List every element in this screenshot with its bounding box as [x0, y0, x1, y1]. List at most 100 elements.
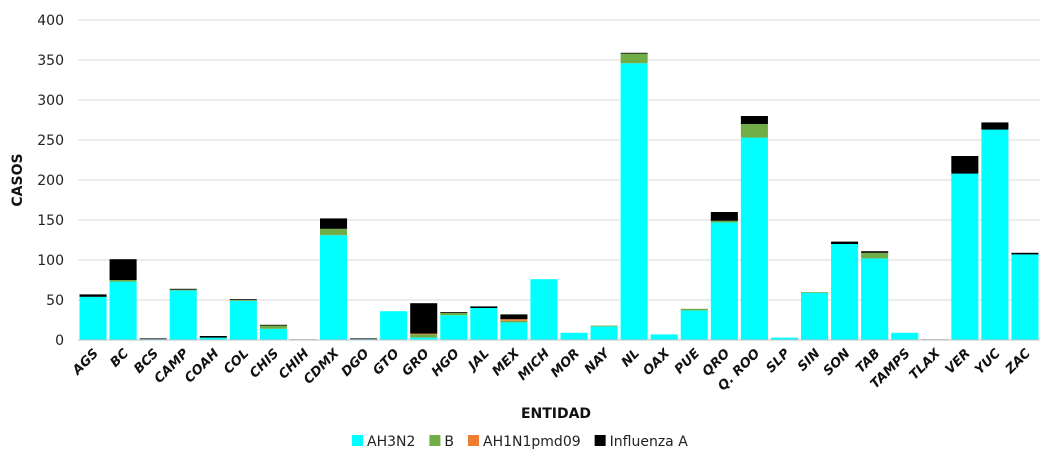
bar-segment — [861, 252, 889, 259]
x-tick-label: ZAC — [1002, 346, 1034, 378]
bar-segment — [861, 258, 889, 340]
bars — [79, 52, 1039, 340]
bar-segment — [440, 312, 468, 313]
bar-segment — [410, 334, 438, 338]
bar-segment — [500, 319, 528, 321]
x-tick-label: SIN — [795, 346, 823, 374]
bar-segment — [801, 292, 829, 340]
x-tick-label: MICH — [515, 346, 553, 384]
bar-segment — [620, 52, 648, 54]
y-tick-label: 0 — [55, 333, 64, 349]
x-tick-label: BC — [108, 346, 133, 371]
x-tick-label: GTO — [370, 346, 402, 378]
x-tick-label: YUC — [972, 346, 1004, 378]
bar-segment — [169, 289, 197, 291]
bar-segment — [951, 156, 979, 174]
bar-segment — [109, 280, 137, 282]
legend-label: Influenza A — [610, 434, 689, 450]
x-tick-label: NAY — [582, 345, 614, 377]
bar-segment — [1011, 254, 1039, 340]
bar-segment — [229, 300, 257, 340]
y-tick-label: 100 — [37, 253, 64, 269]
bar-segment — [831, 244, 859, 340]
bar-segment — [259, 328, 287, 340]
bar-segment — [410, 303, 438, 334]
bar-segment — [109, 281, 137, 340]
bar-segment — [981, 122, 1009, 130]
bar-segment — [259, 325, 287, 329]
bar-segment — [259, 324, 287, 326]
x-tick-label: AGS — [69, 346, 102, 379]
y-tick-label: 400 — [37, 13, 64, 29]
bar-segment — [861, 251, 889, 253]
bar-segment — [79, 294, 107, 297]
x-tick-label: COL — [221, 346, 252, 377]
legend: AH3N2 B AH1N1pmd09 Influenza A — [352, 434, 688, 450]
legend-label: B — [444, 434, 454, 450]
bar-segment — [770, 337, 798, 340]
gridlines — [78, 19, 1040, 301]
bar-segment — [169, 288, 197, 290]
x-tick-label: CDMX — [301, 346, 343, 388]
bar-segment — [740, 137, 768, 340]
bar-segment — [320, 218, 348, 229]
bar-segment — [470, 308, 498, 340]
y-tick-label: 350 — [37, 53, 64, 69]
x-tick-label: VER — [943, 346, 974, 377]
bar-segment — [650, 334, 678, 340]
x-tick-label: GRO — [400, 346, 433, 379]
bar-segment — [620, 53, 648, 64]
bar-segment — [350, 338, 378, 340]
bar-segment — [951, 173, 979, 340]
legend-swatch — [594, 435, 606, 446]
x-tick-label: MOR — [548, 346, 583, 381]
x-tick-label: JAL — [464, 346, 493, 375]
bar-segment — [710, 222, 738, 340]
x-tick-label: TLAX — [907, 346, 945, 384]
bar-segment — [109, 259, 137, 280]
bar-segment — [500, 322, 528, 340]
bar-segment — [410, 337, 438, 340]
bar-segment — [440, 315, 468, 340]
bar-segment — [530, 279, 558, 340]
bar-segment — [831, 241, 859, 244]
bar-segment — [410, 333, 438, 335]
bar-segment — [470, 306, 498, 308]
bar-segment — [79, 296, 107, 340]
y-tick-label: 200 — [37, 173, 64, 189]
legend-label: AH3N2 — [367, 434, 415, 450]
bar-segment — [440, 312, 468, 316]
bar-segment — [380, 311, 408, 340]
legend-label: AH1N1pmd09 — [483, 434, 581, 450]
legend-swatch — [468, 435, 480, 446]
x-axis-title: ENTIDAD — [521, 406, 591, 422]
bar-segment — [680, 308, 708, 311]
bar-segment — [560, 332, 588, 340]
legend-swatch — [429, 435, 441, 446]
y-tick-label: 50 — [46, 293, 64, 309]
bar-segment — [500, 314, 528, 320]
bar-segment — [229, 299, 257, 300]
bar-segment — [139, 338, 167, 340]
bar-segment — [320, 228, 348, 236]
bar-segment — [169, 290, 197, 340]
legend-swatch — [352, 435, 363, 446]
x-tick-label: SON — [821, 346, 854, 379]
bar-segment — [199, 336, 227, 338]
x-tick-label: NL — [619, 346, 643, 370]
y-axis-ticks: 0 50 100 150 200 250 300 350 400 — [37, 13, 64, 349]
y-axis-title: CASOS — [10, 153, 26, 206]
bar-segment — [710, 220, 738, 223]
bar-segment — [590, 325, 618, 327]
x-tick-label: HGO — [429, 346, 463, 380]
bar-segment — [680, 310, 708, 340]
bar-segment — [801, 292, 829, 293]
bar-segment — [590, 326, 618, 340]
x-tick-label: PUE — [672, 346, 703, 377]
bar-segment — [500, 320, 528, 323]
bar-segment — [1011, 252, 1039, 255]
x-tick-label: COAH — [182, 346, 222, 386]
bar-segment — [740, 124, 768, 138]
